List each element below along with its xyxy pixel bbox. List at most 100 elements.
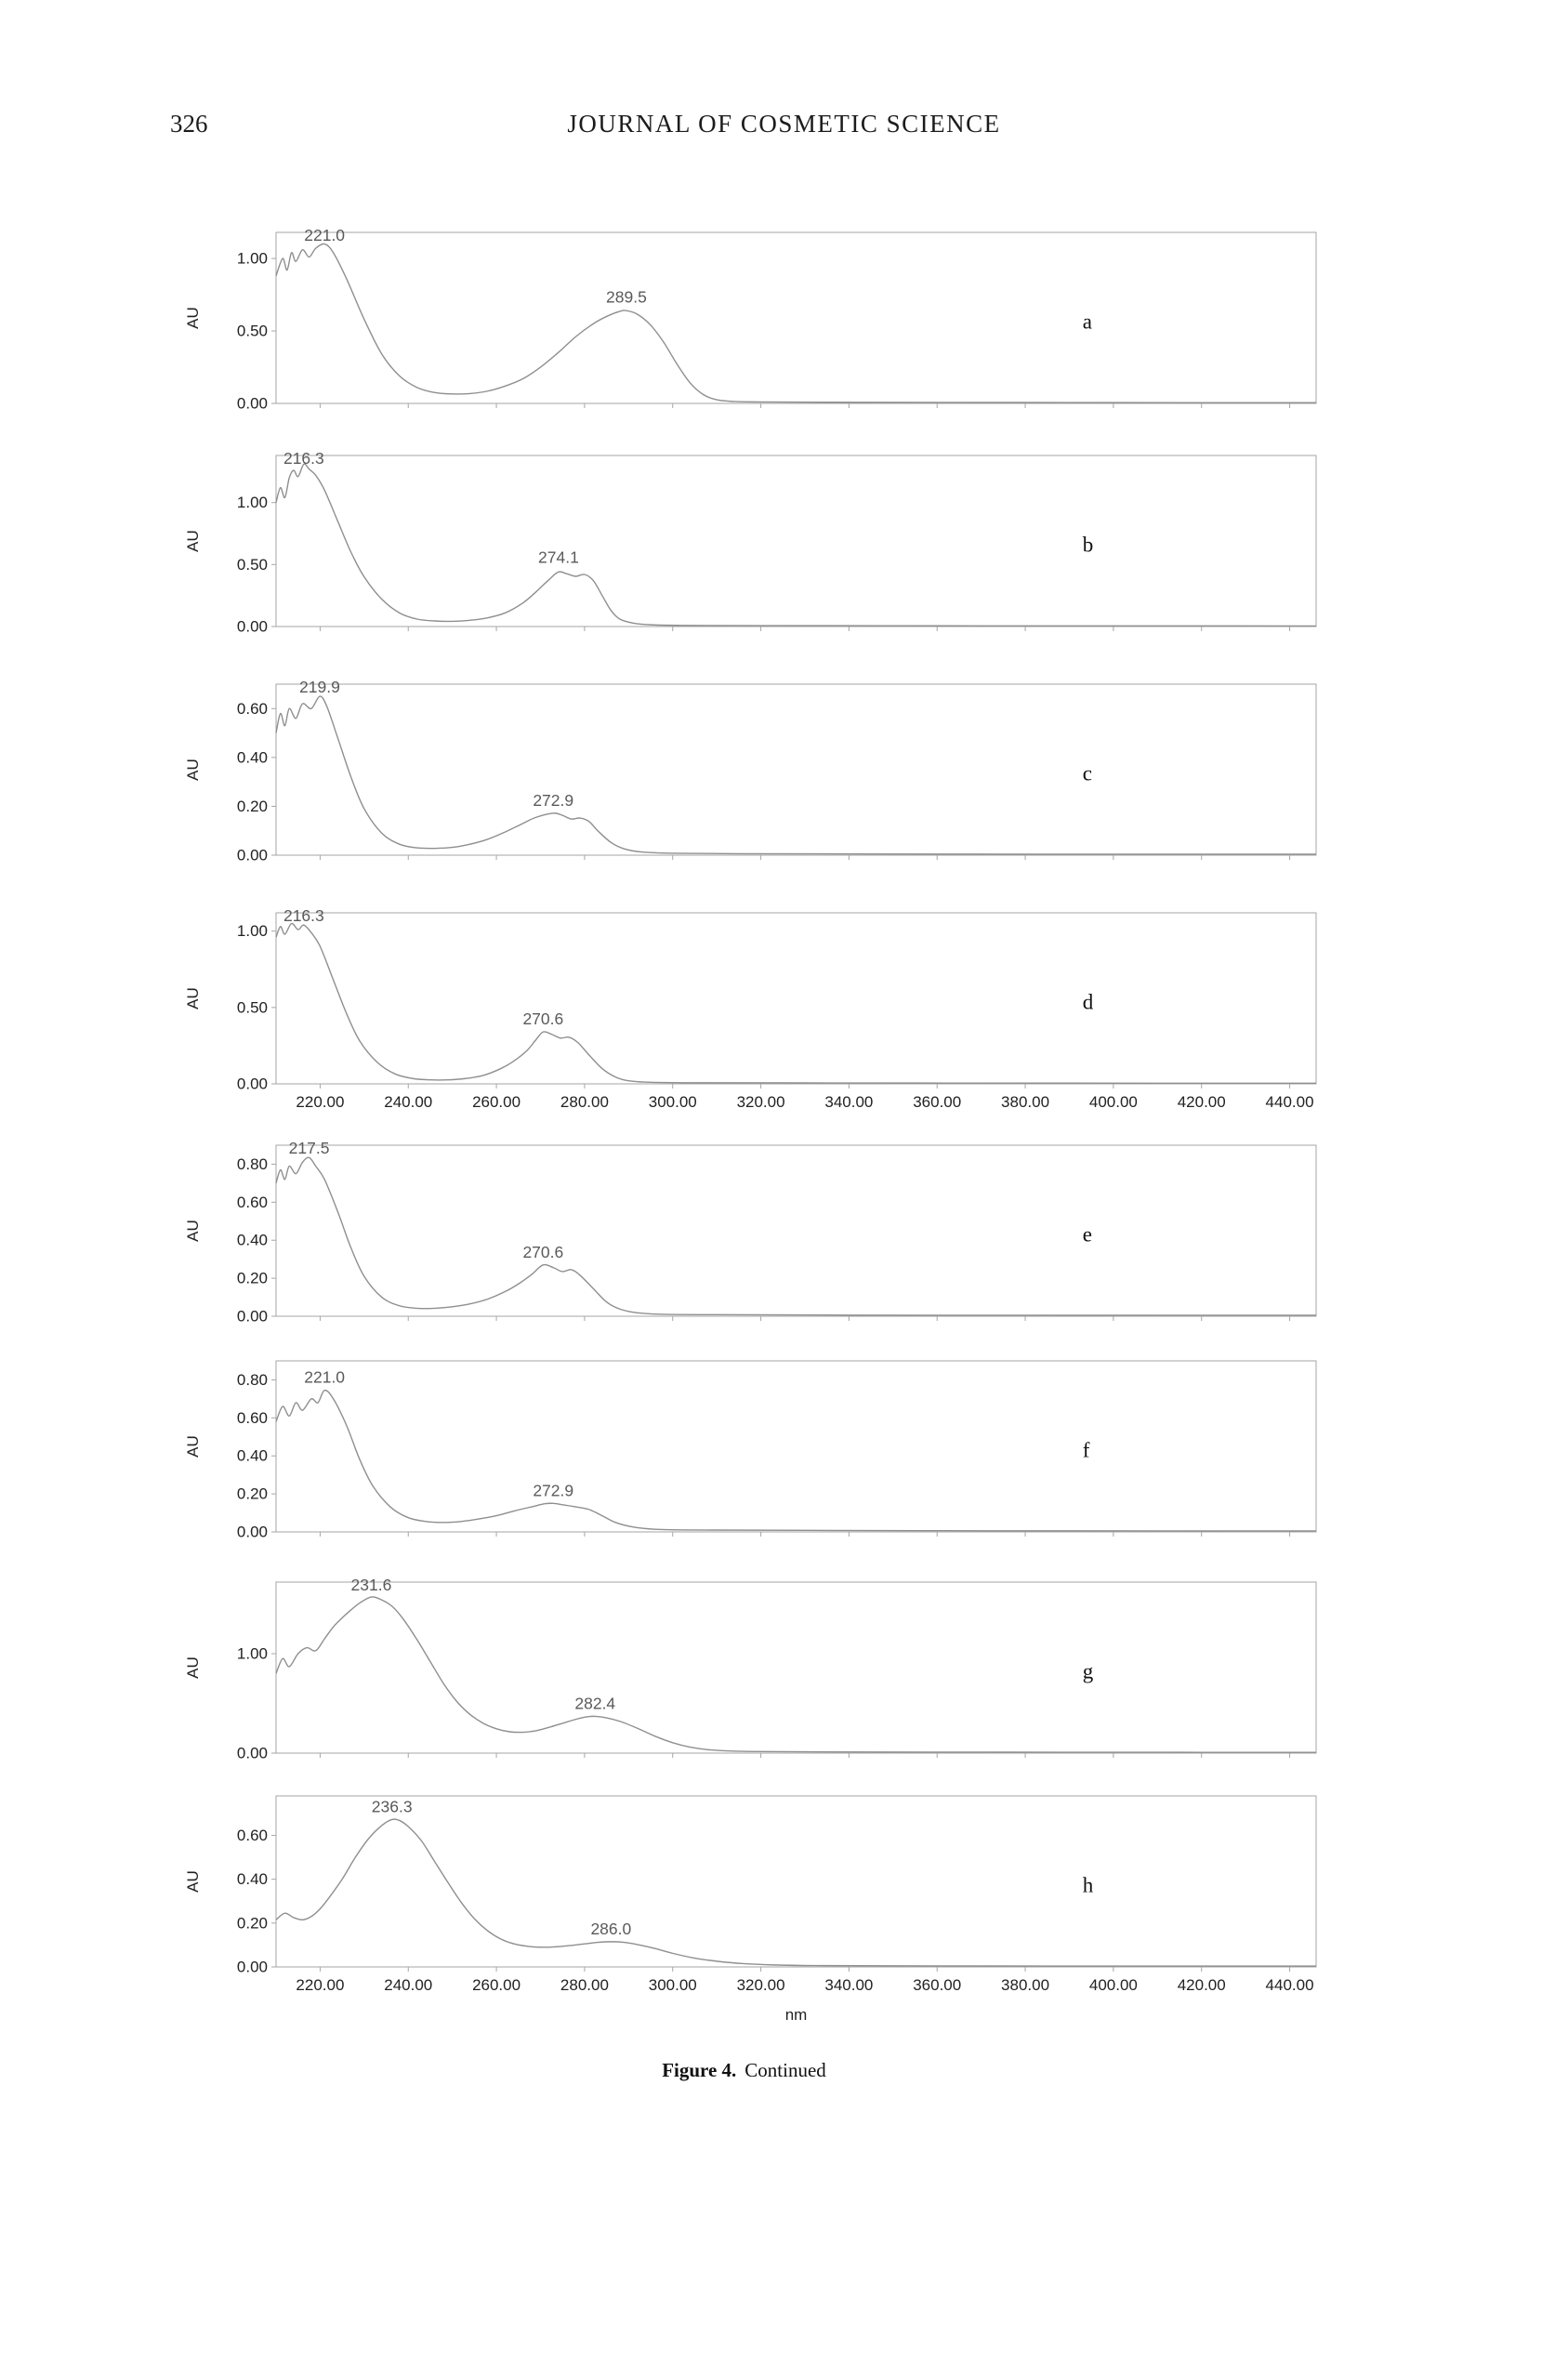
x-tick-label: 320.00	[737, 1976, 785, 1994]
spectrum-curve	[275, 1818, 1316, 1967]
x-tick-label: 420.00	[1178, 1976, 1226, 1994]
x-tick-label: 400.00	[1089, 1093, 1138, 1111]
y-tick-label: 0.00	[237, 1308, 268, 1326]
y-axis-title: AU	[184, 987, 202, 1009]
peak-wavelength-label: 286.0	[590, 1920, 631, 1938]
peak-wavelength-label: 289.5	[606, 287, 647, 306]
plot-border	[275, 231, 1317, 404]
y-tick-label: 0.00	[237, 395, 268, 413]
y-tick-label: 0.60	[237, 1409, 268, 1427]
y-tick-label: 0.60	[237, 1194, 268, 1211]
y-tick-label: 0.60	[237, 700, 268, 718]
x-tick-label: 240.00	[384, 1976, 432, 1994]
y-tick-label: 0.60	[237, 1827, 268, 1844]
plot-border	[275, 683, 1317, 856]
plot-border	[275, 1795, 1317, 1968]
x-tick-label: 260.00	[472, 1976, 520, 1994]
spectrum-curve	[275, 1156, 1316, 1316]
x-tick-label: 300.00	[649, 1976, 697, 1994]
spectrum-panel-c: 0.00 0.20 0.40 0.60 AU 219.9 272.9 c	[166, 679, 1322, 864]
peak-wavelength-label: 231.6	[351, 1577, 392, 1594]
figure-caption-label: Figure 4.	[662, 2059, 737, 2081]
peak-wavelength-label: 221.0	[304, 227, 345, 244]
peak-wavelength-label: 217.5	[289, 1140, 330, 1157]
panel-letter-label: g	[1083, 1660, 1094, 1683]
spectrum-chart-b: 0.00 0.50 1.00 AU 216.3 274.1 b	[184, 450, 1317, 636]
spectrum-panel-b: 0.00 0.50 1.00 AU 216.3 274.1 b	[166, 450, 1322, 636]
y-tick-label: 0.80	[237, 1155, 268, 1173]
plot-border	[275, 1581, 1317, 1754]
peak-wavelength-label: 270.6	[522, 1009, 563, 1028]
plot-border	[275, 912, 1317, 1085]
y-axis-title: AU	[184, 307, 202, 329]
y-axis-title: AU	[184, 530, 202, 552]
y-tick-label: 0.20	[237, 798, 268, 815]
spectrum-chart-a: 0.00 0.50 1.00 AU 221.0 289.5 a	[184, 227, 1317, 413]
x-tick-label: 440.00	[1266, 1976, 1314, 1994]
peak-wavelength-label: 282.4	[574, 1694, 615, 1712]
y-tick-label: 0.00	[237, 618, 268, 636]
y-tick-label: 0.20	[237, 1914, 268, 1932]
peak-wavelength-label: 221.0	[304, 1368, 345, 1387]
panel-letter-label: a	[1083, 310, 1092, 334]
x-tick-label: 240.00	[384, 1093, 432, 1111]
page-header: 326 JOURNAL OF COSMETIC SCIENCE	[0, 110, 1568, 149]
panel-letter-label: f	[1083, 1439, 1090, 1462]
y-tick-label: 0.00	[237, 1959, 268, 1976]
y-tick-label: 0.20	[237, 1270, 268, 1287]
y-tick-label: 1.00	[237, 494, 268, 511]
x-tick-label: 360.00	[913, 1976, 961, 1994]
x-tick-label: 220.00	[296, 1976, 344, 1994]
x-axis-title: nm	[785, 2006, 808, 2024]
y-axis-title: AU	[184, 759, 202, 781]
y-tick-label: 0.00	[237, 1745, 268, 1762]
panel-letter-label: b	[1083, 534, 1094, 557]
y-axis-title: AU	[184, 1435, 202, 1458]
y-axis-title: AU	[184, 1870, 202, 1893]
peak-wavelength-label: 219.9	[299, 679, 340, 696]
spectrum-curve	[275, 1596, 1317, 1753]
y-tick-label: 0.80	[237, 1371, 268, 1389]
spectrum-curve	[275, 463, 1317, 627]
spectrum-chart-h: 0.00 0.20 0.40 0.60 220.00 240.00 260.00 280.00…	[184, 1795, 1317, 2024]
figure-caption-text: Continued	[744, 2059, 826, 2081]
y-tick-label: 0.00	[237, 1075, 268, 1093]
x-tick-label: 380.00	[1001, 1976, 1049, 1994]
x-tick-label: 320.00	[737, 1093, 785, 1111]
x-tick-label: 440.00	[1266, 1093, 1314, 1111]
y-tick-label: 0.40	[237, 1870, 268, 1888]
panel-letter-label: d	[1083, 991, 1094, 1014]
peak-wavelength-label: 272.9	[533, 1481, 573, 1499]
y-tick-label: 0.50	[237, 556, 268, 574]
spectrum-chart-f: 0.00 0.20 0.40 0.60 0.80 AU 221.0 272.9 f	[184, 1360, 1317, 1541]
spectrum-curve	[275, 243, 1317, 403]
y-tick-label: 1.00	[237, 922, 268, 940]
y-tick-label: 0.40	[237, 1232, 268, 1249]
spectrum-curve	[275, 922, 1317, 1085]
peak-wavelength-label: 236.3	[372, 1797, 413, 1815]
spectrum-panel-e: 0.00 0.20 0.40 0.60 0.80 AU 217.5 270.6 e	[166, 1140, 1322, 1326]
y-tick-label: 0.20	[237, 1485, 268, 1503]
x-tick-label: 300.00	[649, 1093, 697, 1111]
spectrum-chart-e: 0.00 0.20 0.40 0.60 0.80 AU 217.5 270.6 e	[184, 1140, 1317, 1326]
plot-border	[275, 455, 1317, 627]
spectrum-panel-g: 0.00 1.00 AU 231.6 282.4 g	[166, 1577, 1322, 1762]
spectrum-curve	[275, 1389, 1317, 1532]
y-tick-label: 0.40	[237, 748, 268, 766]
plot-border	[275, 1144, 1317, 1317]
x-tick-label: 400.00	[1089, 1976, 1138, 1994]
panel-letter-label: c	[1083, 762, 1092, 785]
plot-border	[275, 1360, 1317, 1533]
x-tick-label: 380.00	[1001, 1093, 1049, 1111]
x-tick-label: 360.00	[913, 1093, 961, 1111]
figure-4: 0.00 0.50 1.00 AU 221.0 289.5 a 0.00 0.50 1.00 AU…	[166, 227, 1322, 2082]
spectrum-panel-d: 0.00 0.50 1.00 220.00 240.00 260.00 280.00 300.…	[166, 907, 1322, 1125]
y-tick-label: 0.00	[237, 847, 268, 864]
x-tick-label: 260.00	[472, 1093, 520, 1111]
page-number: 326	[170, 110, 208, 138]
y-tick-label: 1.00	[237, 1645, 268, 1663]
peak-wavelength-label: 216.3	[283, 450, 324, 468]
peak-wavelength-label: 272.9	[533, 791, 573, 810]
x-tick-label: 280.00	[560, 1093, 609, 1111]
spectrum-panel-h: 0.00 0.20 0.40 0.60 220.00 240.00 260.00 280.00…	[166, 1790, 1322, 2032]
